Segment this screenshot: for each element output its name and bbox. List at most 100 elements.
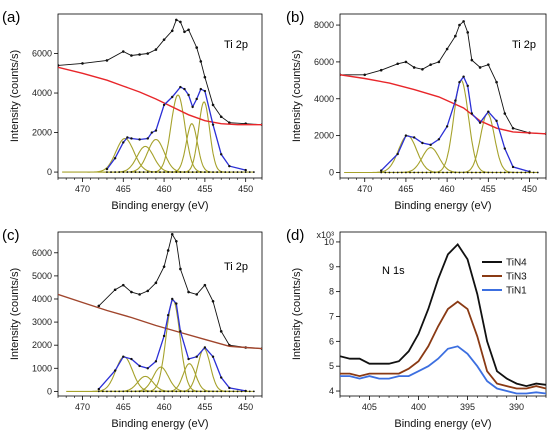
y-tick-label: 4000: [32, 294, 52, 304]
y-tick-label: 4000: [314, 94, 334, 104]
raw-data-point: [113, 288, 117, 292]
fit-data-point: [396, 152, 399, 156]
fit-envelope: [106, 86, 246, 171]
baseline-point: [388, 171, 391, 174]
raw-spectrum-line: [340, 20, 546, 135]
x-tick-label: 450: [238, 184, 253, 194]
raw-data-point: [175, 18, 178, 22]
raw-data-point: [437, 60, 441, 64]
plot-frame: [339, 231, 547, 397]
baseline-point: [134, 390, 137, 393]
y-axis-label: Intensity (counts/s): [9, 268, 21, 360]
raw-data-point: [211, 299, 215, 303]
raw-data-point: [495, 80, 498, 84]
fit-data-point: [138, 138, 141, 141]
raw-spectrum-line: [58, 19, 262, 126]
raw-data-point: [228, 121, 231, 124]
baseline-point: [228, 171, 231, 173]
baseline-point: [155, 390, 157, 393]
baseline-point: [405, 171, 407, 174]
baseline-point: [487, 171, 490, 174]
y-tick-label: 6: [329, 336, 334, 346]
baseline-point: [150, 171, 153, 173]
fit-data-point: [470, 112, 474, 115]
raw-data-point: [421, 67, 424, 71]
baseline-point: [520, 171, 523, 174]
baseline-point: [446, 171, 449, 174]
raw-data-point: [81, 62, 84, 65]
baseline-point: [216, 171, 219, 173]
baseline-point: [142, 171, 145, 173]
raw-data-point: [219, 115, 223, 119]
fit-data-point: [511, 165, 515, 169]
x-tick-label: 470: [75, 184, 90, 194]
baseline-point: [146, 390, 149, 393]
fit-component-4: [438, 112, 537, 174]
fit-data-point: [179, 330, 182, 333]
baseline-point: [380, 171, 383, 174]
baseline-point: [122, 171, 125, 173]
background-line: [340, 74, 546, 135]
y-tick-label: 5: [329, 361, 334, 371]
fit-data-point: [495, 119, 498, 123]
baseline-point: [220, 171, 223, 173]
baseline-point: [179, 171, 182, 173]
legend-label: TiN4: [506, 258, 527, 269]
fit-data-point: [126, 136, 129, 139]
x-tick-label: 450: [238, 402, 253, 412]
baseline-point: [458, 171, 461, 174]
plot-area: [340, 20, 546, 174]
panel-letter: (c): [2, 227, 20, 244]
fit-data-point: [113, 157, 117, 160]
fit-data-point: [130, 137, 133, 140]
fit-data-point: [187, 93, 190, 97]
y-tick-label: 2000: [32, 128, 52, 138]
raw-data-point: [466, 31, 470, 34]
fit-data-point: [528, 170, 531, 173]
baseline-point: [175, 390, 178, 393]
baseline-point: [199, 171, 202, 173]
raw-data-point: [454, 34, 457, 38]
y-tick-label: 8: [329, 287, 334, 297]
baseline-point: [97, 390, 100, 393]
plot-frame: [339, 13, 547, 179]
fit-data-point: [478, 121, 482, 124]
baseline-point: [466, 171, 469, 174]
fit-data-point: [454, 99, 457, 102]
baseline-point: [413, 171, 416, 174]
baseline-point: [248, 171, 251, 173]
y-multiplier: x10³: [316, 230, 334, 240]
baseline-point: [454, 171, 457, 174]
y-tick-label: 7: [329, 311, 334, 321]
baseline-point: [392, 171, 395, 174]
y-tick-label: 6000: [314, 57, 334, 67]
baseline-point: [224, 171, 227, 173]
x-tick-label: 465: [116, 184, 131, 194]
panel-annotation: Ti 2p: [224, 261, 248, 273]
raw-data-point: [412, 66, 416, 69]
fit-data-point: [150, 131, 154, 134]
fit-data-point: [138, 364, 141, 368]
plot-frame: [57, 231, 263, 397]
y-tick-label: 8000: [314, 20, 334, 30]
fit-data-point: [421, 141, 424, 145]
baseline-point: [220, 390, 223, 393]
raw-data-point: [203, 283, 207, 287]
fit-data-point: [187, 357, 190, 361]
baseline-point: [442, 171, 444, 174]
raw-data-point: [445, 47, 449, 51]
fit-data-point: [458, 80, 461, 84]
y-tick-label: 0: [329, 167, 334, 177]
raw-spectrum-line: [98, 233, 262, 350]
panel-c: 470 465 460 455 450 0 1000 2000 3000 4000 5000 6000…: [2, 227, 263, 430]
raw-data-point: [130, 54, 133, 57]
baseline-point: [114, 390, 117, 393]
raw-data-point: [363, 73, 367, 77]
x-tick-label: 460: [440, 184, 455, 194]
baseline-point: [106, 171, 108, 173]
raw-data-point: [121, 283, 125, 287]
panel-annotation: Ti 2p: [224, 39, 248, 51]
raw-data-point: [396, 62, 399, 66]
fit-component-2: [372, 147, 490, 174]
